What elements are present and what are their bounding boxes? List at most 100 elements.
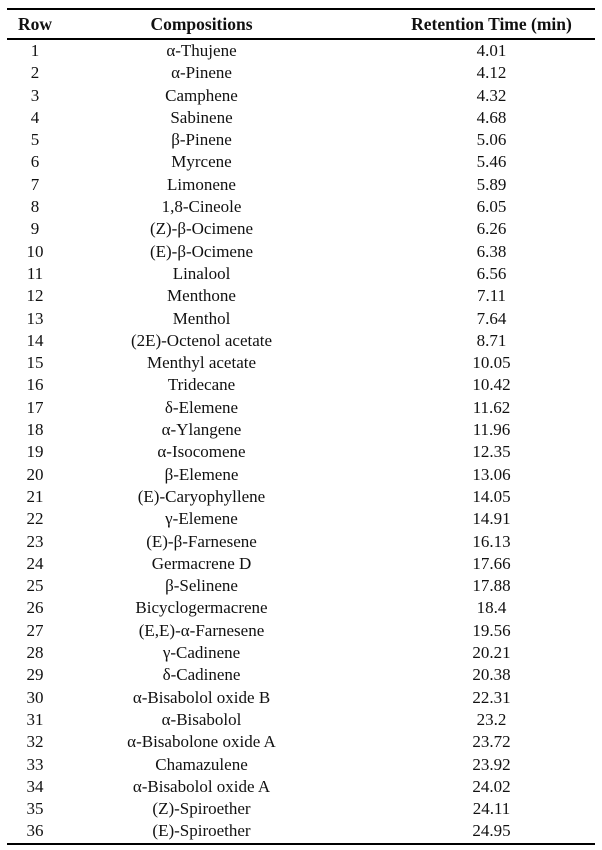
table-row: 35 (Z)-Spiroether 24.11: [7, 798, 595, 820]
cell-composition: (E)-β-Ocimene: [149, 241, 254, 261]
table-row: 17 δ-Elemene 11.62: [7, 397, 595, 419]
cell-composition: α-Bisabolol: [161, 709, 242, 729]
cell-row-number: 2: [30, 63, 40, 83]
table-row: 31 α-Bisabolol 23.2: [7, 709, 595, 731]
cell-row-number: 34: [26, 776, 44, 796]
cell-retention-time: 17.88: [472, 576, 511, 596]
cell-retention-time: 23.72: [472, 732, 511, 752]
table-row: 3 Camphene 4.32: [7, 85, 595, 107]
cell-retention-time: 6.05: [476, 197, 507, 217]
cell-composition: Bicyclogermacrene: [135, 598, 268, 618]
cell-row-number: 7: [30, 174, 40, 194]
cell-retention-time: 11.96: [472, 420, 511, 440]
cell-retention-time: 22.31: [472, 687, 511, 707]
cell-row-number: 25: [26, 576, 44, 596]
cell-row-number: 22: [26, 509, 44, 529]
cell-row-number: 13: [26, 308, 44, 328]
cell-row-number: 1: [30, 41, 40, 60]
cell-composition: γ-Elemene: [165, 509, 238, 529]
cell-composition: 1,8-Cineole: [161, 197, 242, 217]
table-row: 33 Chamazulene 23.92: [7, 754, 595, 776]
cell-composition: Limonene: [167, 174, 236, 194]
cell-row-number: 10: [26, 241, 44, 261]
cell-composition: α-Ylangene: [161, 420, 242, 440]
cell-retention-time: 24.11: [472, 799, 511, 819]
table-row: 9 (Z)-β-Ocimene 6.26: [7, 218, 595, 240]
cell-retention-time: 20.21: [472, 643, 511, 663]
cell-row-number: 12: [26, 286, 44, 306]
cell-row-number: 31: [26, 709, 44, 729]
cell-row-number: 33: [26, 754, 44, 774]
cell-composition: Tridecane: [167, 375, 236, 395]
cell-composition: Menthol: [172, 308, 231, 328]
table-row: 30 α-Bisabolol oxide B 22.31: [7, 687, 595, 709]
cell-composition: δ-Elemene: [164, 397, 239, 417]
table-row: 21 (E)-Caryophyllene 14.05: [7, 486, 595, 508]
cell-retention-time: 24.95: [472, 821, 511, 841]
cell-row-number: 3: [30, 85, 40, 105]
cell-composition: (E,E)-α-Farnesene: [138, 620, 265, 640]
cell-row-number: 20: [26, 464, 44, 484]
cell-row-number: 26: [26, 598, 44, 618]
cell-composition: α-Bisabolol oxide A: [132, 776, 271, 796]
cell-retention-time: 10.42: [472, 375, 511, 395]
cell-retention-time: 8.71: [476, 330, 507, 350]
cell-row-number: 8: [30, 197, 40, 217]
cell-retention-time: 20.38: [472, 665, 511, 685]
table-row: 26 Bicyclogermacrene 18.4: [7, 597, 595, 619]
cell-row-number: 35: [26, 799, 44, 819]
cell-composition: β-Elemene: [164, 464, 239, 484]
table-row: 29 δ-Cadinene 20.38: [7, 664, 595, 686]
column-header-compositions: Compositions: [63, 9, 340, 40]
cell-retention-time: 14.91: [472, 509, 511, 529]
cell-composition: δ-Cadinene: [162, 665, 241, 685]
cell-row-number: 14: [26, 330, 44, 350]
compositions-table: Row Compositions Retention Time (min) 1 α…: [7, 8, 595, 845]
table-row: 11 Linalool 6.56: [7, 263, 595, 285]
table-row: 14 (2E)-Octenol acetate 8.71: [7, 330, 595, 352]
table-header: Row Compositions Retention Time (min): [7, 9, 595, 40]
table-row: 12 Menthone 7.11: [7, 285, 595, 307]
table-row: 8 1,8-Cineole 6.05: [7, 196, 595, 218]
table-row: 10 (E)-β-Ocimene 6.38: [7, 241, 595, 263]
cell-row-number: 16: [26, 375, 44, 395]
cell-composition: (2E)-Octenol acetate: [130, 330, 273, 350]
table-row: 16 Tridecane 10.42: [7, 374, 595, 396]
cell-composition: (E)-Caryophyllene: [137, 486, 266, 506]
cell-retention-time: 11.62: [472, 397, 511, 417]
table-row: 2 α-Pinene 4.12: [7, 62, 595, 84]
cell-row-number: 19: [26, 442, 44, 462]
table-row: 25 β-Selinene 17.88: [7, 575, 595, 597]
cell-composition: (Z)-Spiroether: [152, 799, 251, 819]
cell-row-number: 24: [26, 553, 44, 573]
table-row: 6 Myrcene 5.46: [7, 151, 595, 173]
cell-row-number: 36: [26, 821, 44, 841]
cell-retention-time: 16.13: [472, 531, 511, 551]
cell-retention-time: 5.06: [476, 130, 507, 150]
cell-row-number: 27: [26, 620, 44, 640]
cell-composition: Chamazulene: [155, 754, 248, 774]
cell-row-number: 5: [30, 130, 40, 150]
cell-retention-time: 17.66: [472, 553, 511, 573]
cell-retention-time: 4.01: [476, 41, 507, 60]
table-row: 23 (E)-β-Farnesene 16.13: [7, 531, 595, 553]
cell-row-number: 30: [26, 687, 44, 707]
column-header-retention-time: Retention Time (min): [340, 9, 595, 40]
cell-retention-time: 7.64: [476, 308, 507, 328]
cell-row-number: 4: [30, 107, 40, 127]
cell-retention-time: 10.05: [472, 353, 511, 373]
cell-retention-time: 18.4: [476, 598, 507, 618]
cell-retention-time: 12.35: [472, 442, 511, 462]
table-row: 34 α-Bisabolol oxide A 24.02: [7, 776, 595, 798]
header-row: Row Compositions Retention Time (min): [7, 9, 595, 40]
cell-row-number: 11: [26, 263, 44, 283]
table-row: 13 Menthol 7.64: [7, 308, 595, 330]
cell-composition: (Z)-β-Ocimene: [149, 219, 254, 239]
cell-composition: Menthone: [167, 286, 236, 306]
cell-retention-time: 4.32: [476, 85, 507, 105]
cell-composition: α-Isocomene: [157, 442, 246, 462]
cell-composition: β-Selinene: [165, 576, 238, 596]
cell-composition: (E)-β-Farnesene: [146, 531, 257, 551]
compositions-table-container: Row Compositions Retention Time (min) 1 α…: [7, 8, 595, 845]
table-body: 1 α-Thujene 4.01 2 α-Pinene 4.12 3 Camphene 4.32…: [7, 39, 595, 844]
